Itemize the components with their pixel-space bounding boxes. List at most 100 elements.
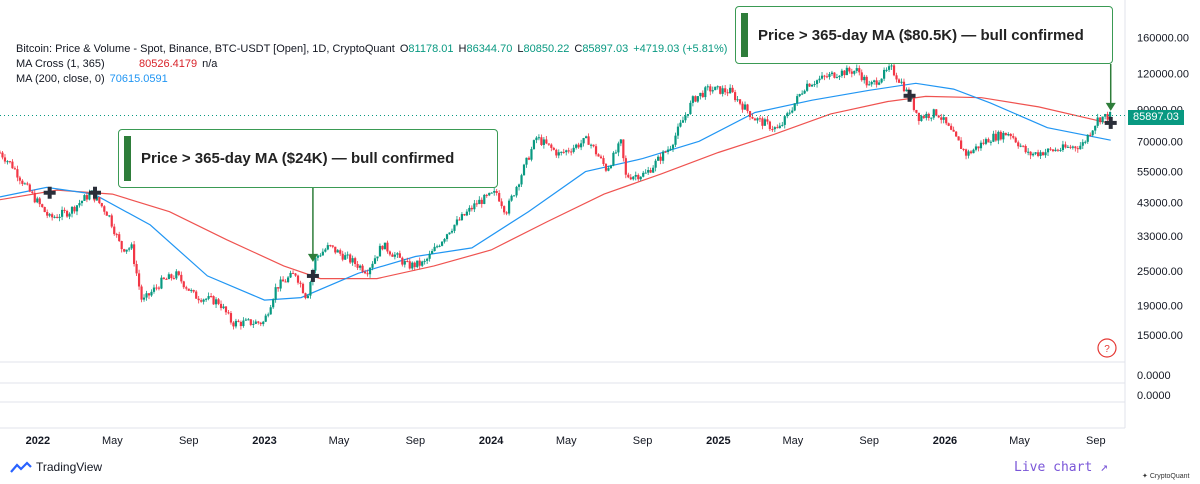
- candle-body: [1032, 153, 1035, 156]
- candle-body: [729, 87, 732, 94]
- candle-body: [264, 315, 267, 322]
- candle-body: [344, 255, 347, 260]
- candle-body: [68, 213, 71, 217]
- live-chart-link[interactable]: Live chart ↗: [1014, 460, 1108, 475]
- candle-body: [83, 195, 86, 201]
- candle-body: [748, 111, 752, 118]
- alert-icon[interactable]: [1097, 338, 1117, 358]
- candle-body: [1104, 114, 1107, 117]
- candle-body: [535, 137, 538, 141]
- candle-body: [58, 216, 61, 218]
- y-tick-label: 33000.00: [1137, 231, 1183, 243]
- x-tick-label: Sep: [1086, 435, 1106, 447]
- candle-body: [607, 168, 610, 171]
- y-tick-label: 55000.00: [1137, 167, 1183, 179]
- candle-body: [443, 239, 446, 242]
- legend-high-value: 86344.70: [466, 43, 513, 55]
- candle-body: [257, 321, 260, 323]
- tradingview-icon: [10, 461, 32, 473]
- candle-body: [798, 94, 801, 97]
- candle-body: [46, 212, 49, 216]
- candle-body: [704, 87, 707, 98]
- ma-200-line: [0, 82, 1111, 301]
- candle-body: [192, 290, 195, 292]
- candle-body: [438, 245, 441, 247]
- candle-body: [493, 190, 496, 193]
- candle-body: [309, 281, 312, 296]
- legend-high-label: H: [458, 43, 467, 55]
- candle-body: [262, 321, 265, 325]
- candle-body: [925, 113, 928, 118]
- candle-body: [1064, 144, 1067, 148]
- candle-body: [406, 261, 409, 263]
- candle-body: [622, 139, 625, 159]
- candle-body: [428, 253, 431, 259]
- candle-body: [319, 255, 322, 257]
- candle-body: [848, 67, 851, 72]
- candle-body: [274, 287, 277, 300]
- candle-body: [959, 140, 963, 149]
- candle-body: [1036, 152, 1040, 156]
- candle-body: [284, 281, 287, 283]
- callout-arrows: [307, 64, 1116, 262]
- candle-body: [1017, 142, 1020, 147]
- legend-ma200-label: MA (200, close, 0): [16, 73, 105, 85]
- candle-body: [269, 307, 272, 315]
- candle-body: [890, 65, 893, 67]
- candle-body: [23, 183, 26, 185]
- candle-body: [48, 214, 51, 216]
- candle-body: [738, 99, 742, 104]
- candle-body: [584, 136, 588, 139]
- candle-body: [180, 274, 183, 282]
- candle-body: [835, 77, 839, 79]
- candle-body: [214, 299, 218, 305]
- tradingview-logo[interactable]: TradingView: [10, 460, 102, 474]
- candle-body: [887, 66, 891, 70]
- candle-body: [1041, 152, 1045, 156]
- candle-body: [716, 86, 719, 88]
- candle-body: [793, 103, 796, 111]
- candle-body: [580, 143, 583, 148]
- candle-body: [813, 84, 816, 86]
- candle-body: [661, 151, 665, 161]
- candle-body: [396, 253, 399, 255]
- candle-body: [234, 320, 238, 327]
- candle-body: [306, 295, 310, 299]
- candle-body: [932, 109, 935, 118]
- candle-body: [510, 195, 513, 201]
- candle-body: [346, 254, 349, 256]
- ma-200-path: [0, 82, 1111, 301]
- candle-body: [788, 112, 791, 114]
- candle-body: [758, 118, 762, 120]
- candle-body: [642, 172, 645, 177]
- candle-body: [853, 70, 856, 74]
- legend-low-value: 80850.22: [523, 43, 570, 55]
- candle-body: [448, 232, 451, 235]
- candle-body: [0, 152, 2, 154]
- candle-body: [796, 96, 799, 104]
- candle-body: [200, 300, 203, 302]
- candle-body: [609, 165, 613, 169]
- candle-body: [577, 144, 580, 148]
- candle-body: [863, 76, 866, 81]
- candle-body: [190, 290, 193, 292]
- candle-body: [920, 116, 923, 121]
- candle-body: [1007, 134, 1010, 136]
- candle-body: [416, 260, 419, 268]
- candle-body: [85, 195, 89, 200]
- candle-body: [974, 146, 978, 150]
- candle-body: [823, 75, 826, 77]
- candle-body: [567, 150, 570, 152]
- candle-body: [227, 312, 230, 314]
- candle-body: [1, 152, 4, 158]
- candle-body: [1091, 130, 1094, 136]
- candle-body: [373, 258, 377, 264]
- candle-body: [547, 143, 550, 145]
- candle-body: [43, 206, 46, 213]
- candle-body: [65, 210, 69, 217]
- candle-body: [205, 298, 208, 300]
- candle-body: [838, 75, 841, 78]
- candle-body: [232, 322, 235, 327]
- ma-cross-marker: [1104, 116, 1117, 129]
